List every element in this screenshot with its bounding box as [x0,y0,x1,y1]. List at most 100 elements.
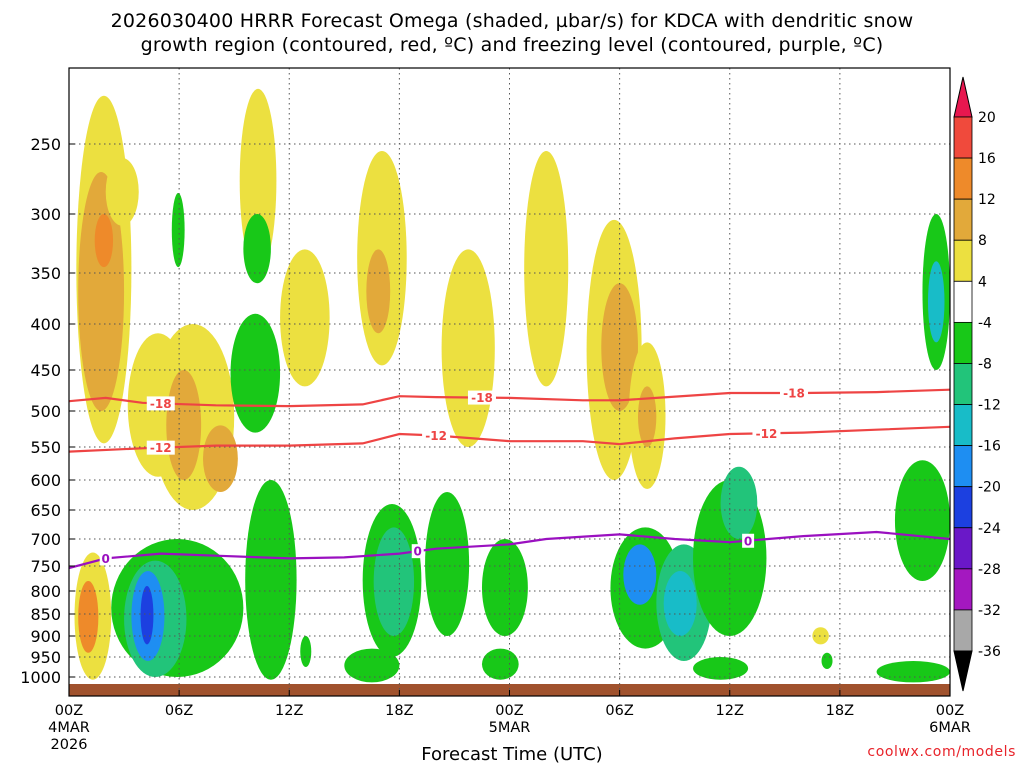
colorbar-segment-6 [953,363,973,405]
contour-label-bg--18-2 [779,385,808,400]
x-tick-label-1: 06Z [165,703,193,719]
y-tick-label-350: 350 [30,264,61,283]
colorbar-segment-11 [953,568,973,611]
y-tick-label-1000: 1000 [20,668,61,687]
colorbar-segment-0 [953,116,973,159]
omega-region-33 [344,648,400,683]
contour-label--12-1: -12 [425,429,447,443]
omega-region-11 [243,214,271,284]
contour-label-bg-0-0 [99,551,112,566]
omega-region-12 [280,249,330,387]
x-tick-label-5: 06Z [605,703,633,719]
omega-region-45 [876,661,950,683]
omega-region-16 [524,151,569,387]
contour-label--12-0: -12 [150,441,172,455]
x-tick-label-2: 12Z [275,703,303,719]
y-tick-label-500: 500 [30,402,61,421]
colorbar-segment-9 [953,486,973,529]
contour-label-0-2: 0 [744,534,752,548]
omega-region-47 [821,652,833,670]
colorbar-label-0: 20 [978,110,996,126]
omega-region-42 [720,466,758,539]
colorbar-label-9: -20 [978,480,1001,496]
omega-region-14 [366,249,391,334]
y-tick-label-450: 450 [30,361,61,380]
x-tick-label-7: 18Z [826,703,854,719]
colorbar-bottom-arrow [953,650,973,692]
omega-region-38 [623,544,657,605]
omega-region-43 [693,657,749,680]
contour-label--12-2: -12 [756,427,778,441]
omega-region-18 [601,283,638,411]
omega-region-15 [441,249,495,447]
omega-region-28 [140,586,154,645]
contour-label-bg-0-2 [742,533,755,548]
omega-region-2 [94,214,114,268]
omega-region-6 [202,425,238,493]
x-tick-label-8: 00Z [936,703,964,719]
colorbar-segment-5 [953,321,973,364]
contour-label--18-1: -18 [471,391,493,405]
y-tick-label-650: 650 [30,501,61,520]
colorbar-segment-10 [953,527,973,570]
x-tick-label-4: 00Z [495,703,523,719]
x-tick-label-3: 18Z [385,703,413,719]
source-credit[interactable]: coolwx.com/models [867,744,1016,760]
colorbar-segment-12 [953,609,973,652]
contour-label-bg-0-1 [411,544,424,559]
y-tick-label-700: 700 [30,530,61,549]
omega-region-35 [481,539,528,636]
contour-label--18-2: -18 [783,386,805,400]
y-tick-label-850: 850 [30,605,61,624]
colorbar-top-arrow [953,76,973,118]
x-tick-date-0: 4MAR [48,720,90,736]
y-axis: 250 300 350 400 450 500 550 600 650 700 750 800 850 9… [20,135,75,687]
x-tick-date-8: 6MAR [929,720,971,736]
colorbar-label-7: -12 [978,398,1001,414]
omega-region-30 [300,636,312,667]
contour-lines: -18 -18 -18 -12 -12 -12 0 0 0 [69,385,950,570]
colorbar-segment-8 [953,445,973,488]
colorbar-label-4: 4 [978,274,987,290]
y-tick-label-750: 750 [30,557,61,576]
y-tick-label-250: 250 [30,135,61,154]
contour-label-bg--12-1 [422,428,451,443]
omega-region-46 [812,627,829,645]
colorbar-segment-7 [953,404,973,447]
y-tick-label-550: 550 [30,438,61,457]
colorbar-label-5: -4 [978,315,992,331]
contour-label-bg--18-1 [467,390,496,405]
omega-region-7 [105,158,139,226]
x-tick-label-0: 00Z [55,703,83,719]
grid-lines [69,68,950,696]
omega-region-24 [78,581,99,653]
x-tick-label-6: 12Z [716,703,744,719]
contour-label-bg--12-0 [146,440,175,455]
contour-label-bg--18-0 [146,396,175,411]
omega-region-40 [663,571,697,636]
omega-region-29 [245,479,297,680]
colorbar-segment-2 [953,198,973,241]
x-tick-date-4: 5MAR [489,720,531,736]
colorbar-label-1: 16 [978,151,996,167]
colorbar-label-10: -24 [978,521,1001,537]
y-tick-label-950: 950 [30,648,61,667]
colorbar-label-6: -8 [978,356,992,372]
colorbar-segment-1 [953,157,973,200]
omega-region-5 [166,370,202,480]
y-tick-label-400: 400 [30,315,61,334]
colorbar-label-11: -28 [978,562,1001,578]
colorbar-label-2: 12 [978,192,996,208]
y-tick-label-900: 900 [30,627,61,646]
chart-title-line2: growth region (contoured, red, ºC) and f… [140,34,884,56]
omega-region-10 [230,313,281,433]
y-tick-label-600: 600 [30,471,61,490]
omega-region-9 [171,193,185,268]
contour-label-bg--12-2 [752,426,781,441]
x-axis-label: Forecast Time (UTC) [421,744,603,765]
colorbar-segment-4 [953,280,973,323]
contour-line-0 [69,530,950,570]
chart-title-line1: 2026030400 HRRR Forecast Omega (shaded, … [110,10,914,32]
